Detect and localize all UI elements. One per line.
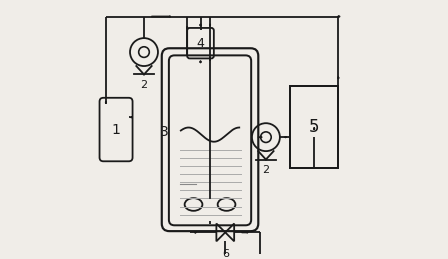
Text: 3: 3	[160, 125, 169, 139]
Text: 2: 2	[140, 80, 147, 90]
Text: 2: 2	[263, 165, 270, 175]
Text: 4: 4	[197, 37, 204, 50]
Text: 1: 1	[112, 123, 121, 136]
Text: 6: 6	[222, 249, 229, 259]
Bar	[290, 86, 338, 168]
Text: 5: 5	[309, 118, 319, 136]
